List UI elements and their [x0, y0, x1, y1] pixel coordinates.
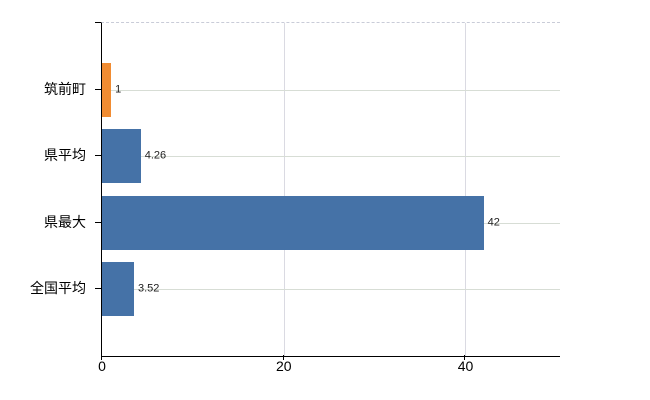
bar-3 [102, 262, 134, 317]
bar-value-label-0: 1 [115, 83, 122, 96]
y-axis-tick-2 [95, 221, 101, 223]
x-axis-tick-0 [101, 355, 102, 360]
gridline-vertical-40 [465, 23, 467, 356]
x-axis-tick-20 [282, 355, 284, 360]
y-axis-tick-top [95, 22, 101, 23]
bar-value-label-1: 4.26 [144, 149, 167, 162]
gridline-horizontal-3 [102, 289, 560, 291]
y-axis-tick-0 [95, 88, 101, 90]
gridline-horizontal-0 [102, 89, 560, 91]
bar-value-label-3: 3.52 [137, 282, 160, 295]
category-label-3: 全国平均 [30, 280, 86, 297]
bar-2 [102, 195, 484, 250]
y-axis-tick-3 [95, 288, 101, 290]
category-label-0: 筑前町 [44, 80, 86, 97]
category-label-1: 県平均 [44, 147, 86, 164]
gridline-vertical-20 [283, 23, 285, 356]
plot-area: 1 4.26 42 3.52 [101, 22, 560, 357]
x-axis-tick-label-40: 40 [457, 358, 474, 374]
bar-0 [102, 62, 112, 117]
x-axis-tick-40 [464, 355, 466, 360]
y-axis-tick-1 [95, 155, 101, 157]
bar-value-label-2: 42 [487, 216, 500, 229]
category-label-2: 県最大 [44, 213, 86, 230]
x-axis-tick-label-0: 0 [98, 358, 106, 374]
bar-1 [102, 129, 141, 184]
gridline-horizontal-1 [102, 156, 560, 158]
x-axis-tick-label-20: 20 [275, 358, 292, 374]
